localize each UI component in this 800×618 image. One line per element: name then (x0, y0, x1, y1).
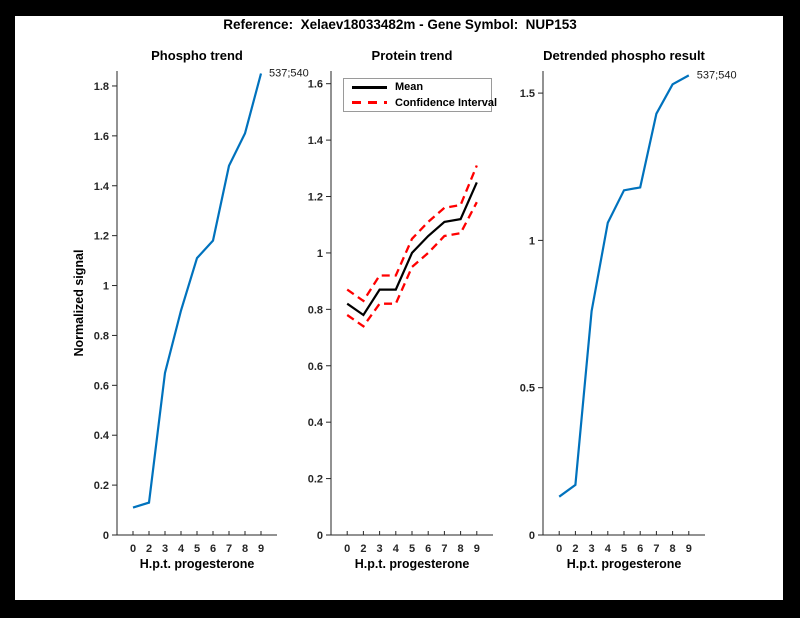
x-tick-label: 4 (393, 543, 400, 555)
mean-line-sample-icon (352, 85, 387, 89)
x-tick-label: 6 (210, 543, 216, 555)
x-tick-label: 2 (572, 543, 578, 555)
y-tick-label: 0.6 (94, 380, 109, 392)
legend-label-mean: Mean (395, 81, 424, 94)
y-tick-label: 1 (103, 281, 109, 293)
y-tick-label: 0.4 (308, 417, 324, 429)
x-tick-label: 4 (178, 543, 185, 555)
y-tick-label: 0 (529, 530, 535, 542)
x-tick-label: 9 (474, 543, 480, 555)
x-tick-label: 9 (686, 543, 692, 555)
x-tick-label: 3 (377, 543, 383, 555)
series-line (132, 73, 263, 509)
y-tick-label: 1.6 (308, 79, 323, 91)
series-line (346, 181, 478, 317)
x-tick-label: 2 (360, 543, 366, 555)
series-line (558, 74, 690, 498)
x-tick-label: 9 (258, 543, 264, 555)
series-annotation-label: 537;540 (269, 67, 309, 79)
y-tick-label: 1.4 (308, 135, 324, 147)
x-tick-label: 8 (670, 543, 676, 555)
chart-1: 00.20.40.60.811.21.41.60 2 3 4 5 6 7 8 9 (308, 71, 493, 555)
y-tick-label: 0 (317, 530, 323, 542)
x-tick-label: 5 (409, 543, 415, 555)
legend-label-confidence-interval: Confidence Interval (395, 96, 498, 109)
x-tick-label: 8 (242, 543, 248, 555)
y-tick-label: 0.6 (308, 361, 323, 373)
x-tick-label: 7 (653, 543, 659, 555)
figure-title: Reference: Xelaev18033482m - Gene Symbol… (223, 17, 577, 32)
x-tick-label: 7 (226, 543, 232, 555)
y-tick-label: 0 (103, 530, 109, 542)
x-tick-label: 6 (425, 543, 431, 555)
figure-canvas (15, 16, 783, 600)
y-tick-label: 0.8 (94, 330, 109, 342)
y-tick-label: 1 (529, 235, 535, 247)
legend-row-mean: Mean (344, 80, 491, 94)
y-tick-label: 0.4 (94, 430, 110, 442)
y-tick-label: 1.5 (520, 88, 535, 100)
yaxis-label-normalized-signal: Normalized signal (72, 249, 86, 357)
x-tick-label: 0 (344, 543, 350, 555)
y-tick-label: 1.2 (308, 192, 323, 204)
xaxis-label-protein: H.p.t. progesterone (354, 557, 470, 571)
x-tick-label: 3 (162, 543, 168, 555)
x-tick-label: 7 (441, 543, 447, 555)
series-annotation-label: 537;540 (697, 69, 737, 81)
x-tick-label: 0 (130, 543, 136, 555)
confidence-interval-line-sample-icon (352, 101, 387, 105)
x-tick-label: 3 (589, 543, 595, 555)
chart-0: 00.20.40.60.811.21.41.61.80 2 3 4 5 6 7 8 9537;5… (94, 67, 309, 555)
xaxis-label-phospho: H.p.t. progesterone (139, 557, 255, 571)
legend-row-confidence-interval: Confidence Interval (344, 96, 497, 110)
series-line (346, 201, 478, 328)
y-tick-label: 1 (317, 248, 323, 260)
y-tick-label: 1.8 (94, 81, 109, 93)
y-tick-label: 0.2 (94, 480, 109, 492)
subplot-title-detrended-phospho: Detrended phospho result (543, 48, 705, 63)
y-tick-label: 0.5 (520, 383, 535, 395)
x-tick-label: 0 (556, 543, 562, 555)
x-tick-label: 2 (146, 543, 152, 555)
x-tick-label: 5 (194, 543, 200, 555)
y-tick-label: 0.2 (308, 474, 323, 486)
y-tick-label: 1.4 (94, 181, 110, 193)
x-tick-label: 5 (621, 543, 627, 555)
y-tick-label: 0.8 (308, 304, 323, 316)
series-line (346, 165, 478, 303)
x-tick-label: 6 (637, 543, 643, 555)
subplot-title-protein-trend: Protein trend (371, 48, 453, 63)
y-tick-label: 1.6 (94, 131, 109, 143)
x-tick-label: 8 (458, 543, 464, 555)
y-tick-label: 1.2 (94, 231, 109, 243)
subplot-title-phospho-trend: Phospho trend (151, 48, 243, 63)
legend-box: Mean Confidence Interval (343, 78, 497, 112)
xaxis-label-detrended: H.p.t. progesterone (566, 557, 682, 571)
x-tick-label: 4 (605, 543, 612, 555)
